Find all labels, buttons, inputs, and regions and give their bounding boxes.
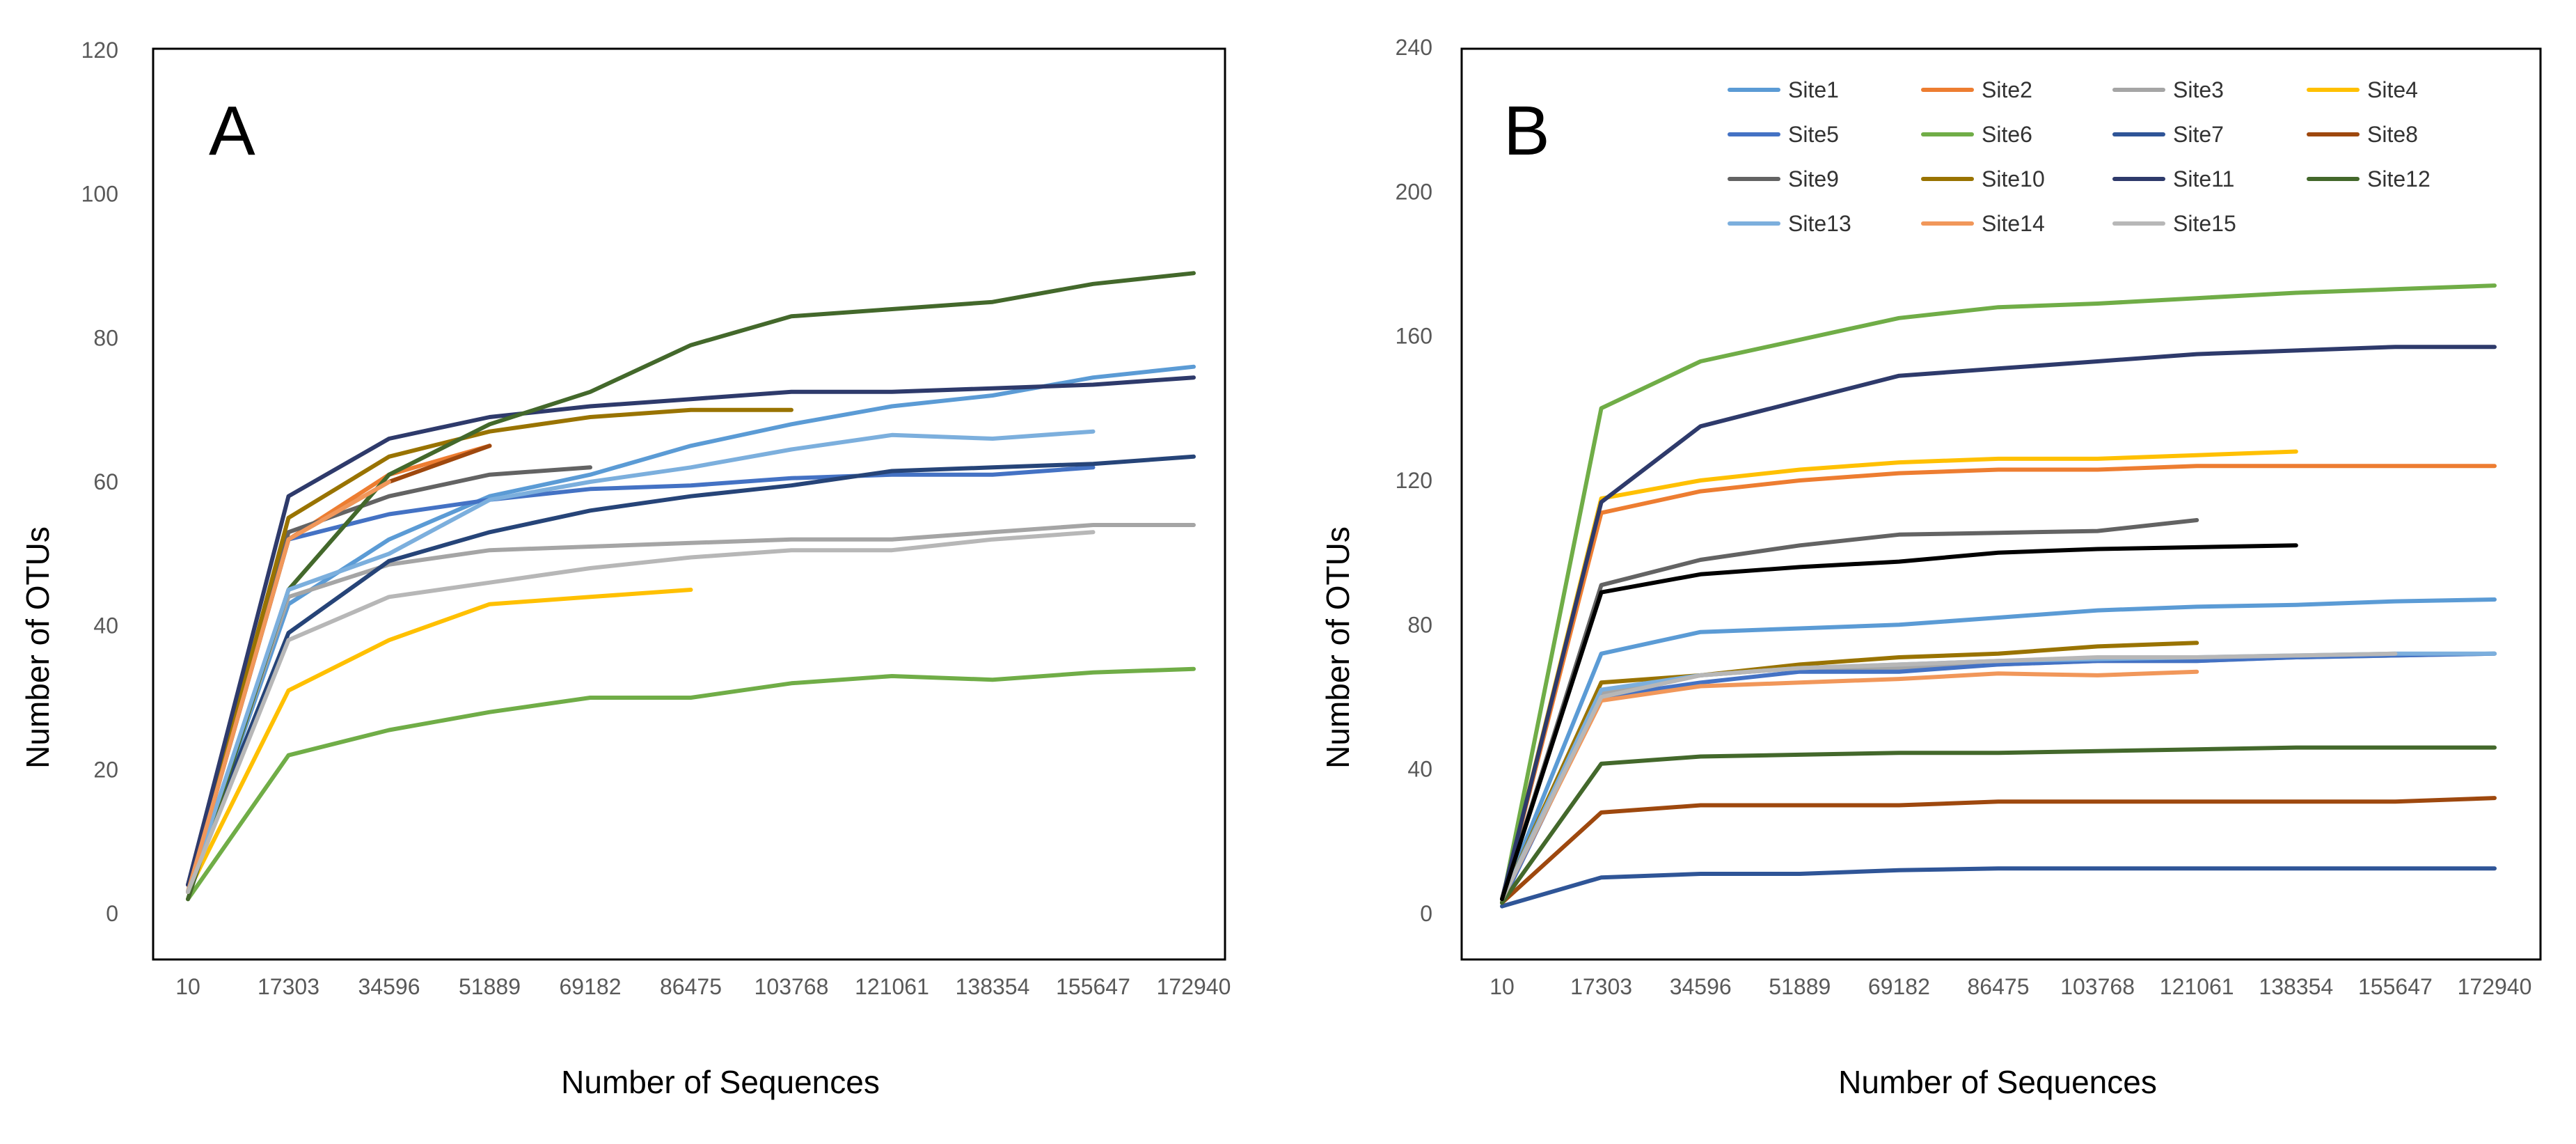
panel-b-series-site14 — [1500, 669, 2199, 902]
panel-a-y-ticks: 0 20 40 60 80 100 120 — [81, 38, 118, 926]
panel-b: B Number of OTUs Number of Sequences 0 40… — [1320, 35, 2542, 1100]
panel-b-legend-label-site10: Site10 — [1982, 166, 2045, 191]
panel-b-x-tick-label: 51889 — [1769, 974, 1831, 999]
panel-a-y-tick-label: 0 — [106, 901, 118, 926]
panel-a-y-tick-label: 100 — [81, 182, 118, 207]
panel-a-y-tick-label: 80 — [93, 325, 118, 350]
panel-b-x-tick-label: 10 — [1490, 974, 1515, 999]
panel-b-series-site12 — [1500, 745, 2497, 905]
panel-b-x-tick-label: 121061 — [2160, 974, 2234, 999]
panel-a-series — [186, 271, 1196, 902]
panel-b-y-tick-label: 40 — [1407, 757, 1432, 782]
panel-b-series-site6 — [1500, 283, 2497, 905]
panel-a-y-axis-title: Number of OTUs — [19, 526, 56, 769]
panel-b-series-site7 — [1500, 866, 2497, 909]
panel-b-legend-label-site9: Site9 — [1788, 166, 1839, 191]
panel-b-y-tick-label: 200 — [1396, 179, 1432, 204]
panel-b-y-tick-label: 80 — [1407, 612, 1432, 637]
panel-b-series-site11 — [1500, 345, 2497, 902]
panel-a-series-site10 — [186, 407, 793, 894]
panel-b-series-series16 — [1500, 543, 2298, 902]
panel-a-x-tick-label: 172940 — [1157, 974, 1231, 999]
panel-b-series-site9 — [1500, 518, 2199, 902]
panel-a-series-site6 — [186, 666, 1196, 902]
panel-b-legend-label-site3: Site3 — [2173, 77, 2224, 102]
panel-b-legend-label-site4: Site4 — [2367, 77, 2418, 102]
panel-b-legend-label-site1: Site1 — [1788, 77, 1839, 102]
panel-b-legend-label-site7: Site7 — [2173, 122, 2224, 147]
panel-b-series-site8 — [1500, 796, 2497, 905]
panel-b-y-axis-title: Number of OTUs — [1320, 526, 1356, 769]
panel-a-x-axis-title: Number of Sequences — [561, 1064, 880, 1100]
panel-b-x-tick-label: 172940 — [2458, 974, 2532, 999]
panel-b-legend-label-site6: Site6 — [1982, 122, 2032, 147]
panel-a-x-tick-label: 138354 — [956, 974, 1030, 999]
panel-a-series-site1 — [186, 364, 1196, 894]
panel-b-y-ticks: 0 40 80 120 160 200 240 — [1396, 35, 1432, 926]
panel-a-frame — [152, 47, 1226, 961]
panel-b-x-tick-label: 138354 — [2259, 974, 2333, 999]
panel-a-series-site7 — [186, 454, 1196, 887]
panel-b-x-tick-label: 34596 — [1670, 974, 1732, 999]
panel-a-series-site11 — [186, 375, 1196, 887]
panel-a-series-site13 — [186, 429, 1096, 894]
panel-b-y-tick-label: 160 — [1396, 324, 1432, 349]
panel-a-y-tick-label: 120 — [81, 38, 118, 63]
panel-b-x-tick-label: 17303 — [1570, 974, 1632, 999]
panel-a-x-tick-label: 51889 — [459, 974, 521, 999]
panel-b-legend-label-site8: Site8 — [2367, 122, 2418, 147]
panel-b-x-axis-title: Number of Sequences — [1838, 1064, 2157, 1100]
panel-b-series-site2 — [1500, 464, 2497, 902]
panel-b-frame — [1460, 47, 2542, 961]
panel-a-series-site5 — [186, 465, 1096, 894]
panel-a-letter: A — [209, 92, 255, 170]
panel-a-series-site15 — [186, 530, 1096, 894]
panel-a-series-site14 — [186, 480, 391, 894]
panel-a-x-tick-label: 10 — [175, 974, 200, 999]
panel-b-x-tick-label: 69182 — [1868, 974, 1930, 999]
panel-a-x-ticks: 10 17303 34596 51889 69182 86475 103768 121061 1… — [175, 974, 1231, 999]
panel-a-y-tick-label: 60 — [93, 469, 118, 494]
panel-a-x-tick-label: 34596 — [358, 974, 420, 999]
panel-b-y-tick-label: 240 — [1396, 35, 1432, 60]
panel-a-y-tick-label: 40 — [93, 613, 118, 638]
panel-b-legend: Site1 Site2 Site3 Site4 Site5 Site6 Site7 Site8… — [1728, 77, 2431, 236]
panel-b-series-site4 — [1500, 449, 2298, 902]
panel-b-x-tick-label: 103768 — [2060, 974, 2135, 999]
panel-b-legend-label-site2: Site2 — [1982, 77, 2032, 102]
panel-b-legend-label-site5: Site5 — [1788, 122, 1839, 147]
panel-b-legend-label-site13: Site13 — [1788, 211, 1851, 236]
panel-b-legend-label-site14: Site14 — [1982, 211, 2045, 236]
panel-a-series-site4 — [186, 588, 693, 894]
panel-b-x-tick-label: 86475 — [1968, 974, 2030, 999]
panel-b-y-tick-label: 0 — [1420, 901, 1432, 926]
panel-b-x-ticks: 10 17303 34596 51889 69182 86475 103768 121061 1… — [1490, 974, 2531, 999]
panel-b-y-tick-label: 120 — [1396, 468, 1432, 493]
panel-a-x-tick-label: 69182 — [560, 974, 622, 999]
panel-a-x-tick-label: 103768 — [754, 974, 829, 999]
panel-b-legend-label-site12: Site12 — [2367, 166, 2431, 191]
panel-b-letter: B — [1503, 92, 1550, 170]
panel-b-series-site15 — [1500, 651, 2398, 902]
panel-a: A Number of OTUs Number of Sequences 0 20… — [19, 38, 1231, 1100]
panel-b-series-site10 — [1500, 641, 2199, 902]
panel-a-x-tick-label: 86475 — [660, 974, 722, 999]
panel-a-y-tick-label: 20 — [93, 757, 118, 782]
panel-a-x-tick-label: 121061 — [855, 974, 929, 999]
panel-b-x-tick-label: 155647 — [2358, 974, 2433, 999]
panel-b-legend-label-site11: Site11 — [2173, 166, 2234, 191]
panel-b-series-site1 — [1500, 597, 2497, 902]
panel-a-x-tick-label: 155647 — [1056, 974, 1130, 999]
panel-b-series — [1500, 283, 2497, 909]
panel-b-series-site5 — [1500, 651, 2497, 905]
panel-a-x-tick-label: 17303 — [258, 974, 319, 999]
panel-a-series-site3 — [186, 523, 1196, 894]
panel-a-series-site12 — [186, 271, 1196, 902]
panel-b-legend-label-site15: Site15 — [2173, 211, 2236, 236]
